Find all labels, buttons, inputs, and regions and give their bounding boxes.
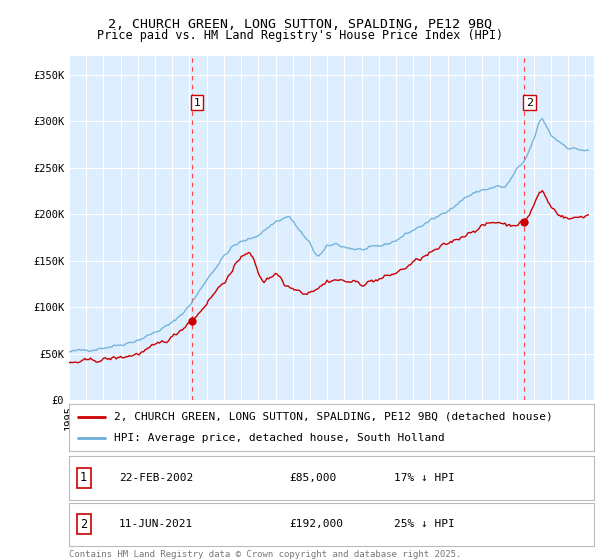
- Text: HPI: Average price, detached house, South Holland: HPI: Average price, detached house, Sout…: [113, 433, 445, 444]
- Text: Contains HM Land Registry data © Crown copyright and database right 2025.
This d: Contains HM Land Registry data © Crown c…: [69, 550, 461, 560]
- Text: Price paid vs. HM Land Registry's House Price Index (HPI): Price paid vs. HM Land Registry's House …: [97, 29, 503, 42]
- Text: 2, CHURCH GREEN, LONG SUTTON, SPALDING, PE12 9BQ (detached house): 2, CHURCH GREEN, LONG SUTTON, SPALDING, …: [113, 412, 553, 422]
- Text: 2, CHURCH GREEN, LONG SUTTON, SPALDING, PE12 9BQ: 2, CHURCH GREEN, LONG SUTTON, SPALDING, …: [108, 18, 492, 31]
- Text: 2: 2: [526, 97, 533, 108]
- Text: 1: 1: [80, 472, 87, 484]
- Text: 1: 1: [194, 97, 200, 108]
- Text: 22-FEB-2002: 22-FEB-2002: [119, 473, 193, 483]
- Text: 11-JUN-2021: 11-JUN-2021: [119, 520, 193, 529]
- Text: 17% ↓ HPI: 17% ↓ HPI: [395, 473, 455, 483]
- Text: £192,000: £192,000: [290, 520, 343, 529]
- Text: 2: 2: [80, 518, 87, 531]
- Text: 25% ↓ HPI: 25% ↓ HPI: [395, 520, 455, 529]
- Text: £85,000: £85,000: [290, 473, 337, 483]
